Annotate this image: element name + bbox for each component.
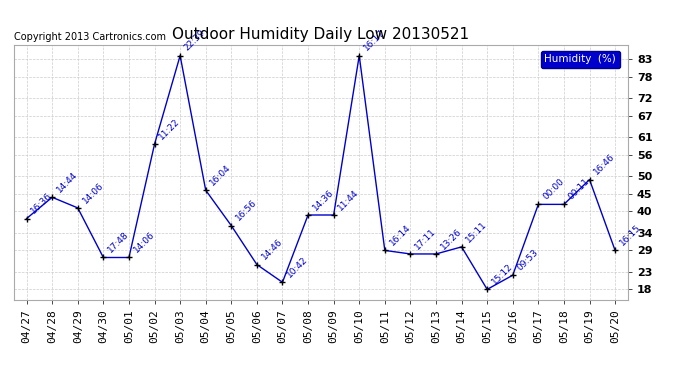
- Text: 11:44: 11:44: [337, 188, 361, 212]
- Text: 09:53: 09:53: [515, 248, 540, 272]
- Text: 14:06: 14:06: [132, 230, 157, 255]
- Text: 14:44: 14:44: [55, 170, 79, 195]
- Text: 16:36: 16:36: [30, 191, 54, 216]
- Legend: Humidity  (%): Humidity (%): [540, 51, 620, 68]
- Text: Copyright 2013 Cartronics.com: Copyright 2013 Cartronics.com: [14, 33, 166, 42]
- Text: 16:17: 16:17: [362, 28, 386, 53]
- Text: 16:15: 16:15: [618, 223, 642, 248]
- Text: 16:04: 16:04: [208, 163, 233, 188]
- Text: 16:56: 16:56: [234, 198, 259, 223]
- Text: 15:12: 15:12: [490, 262, 515, 286]
- Text: 00:00: 00:00: [541, 177, 566, 202]
- Text: 22:39: 22:39: [183, 28, 208, 53]
- Text: 16:46: 16:46: [592, 152, 617, 177]
- Text: 15:11: 15:11: [464, 219, 489, 244]
- Text: 14:36: 14:36: [310, 188, 335, 212]
- Text: 00:11: 00:11: [566, 177, 591, 202]
- Text: 14:06: 14:06: [81, 181, 105, 205]
- Text: 17:11: 17:11: [413, 226, 438, 251]
- Text: 16:14: 16:14: [388, 223, 412, 248]
- Title: Outdoor Humidity Daily Low 20130521: Outdoor Humidity Daily Low 20130521: [172, 27, 469, 42]
- Text: 17:48: 17:48: [106, 230, 130, 255]
- Text: 13:26: 13:26: [439, 226, 464, 251]
- Text: 14:46: 14:46: [259, 237, 284, 262]
- Text: 11:22: 11:22: [157, 117, 181, 141]
- Text: 10:42: 10:42: [285, 255, 310, 279]
